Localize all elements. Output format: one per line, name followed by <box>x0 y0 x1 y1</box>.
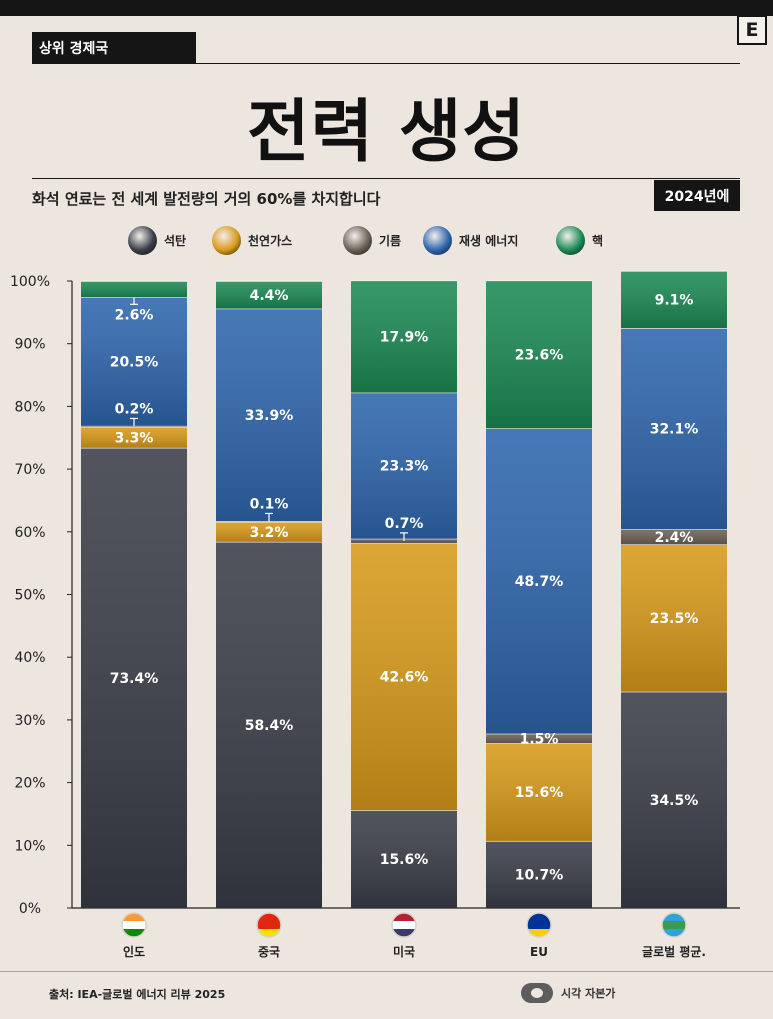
divider <box>32 178 740 179</box>
bar-segment-shade <box>81 427 187 448</box>
data-label: 10.7% <box>515 867 564 883</box>
data-label: 32.1% <box>650 422 699 438</box>
data-label: 3.2% <box>250 525 289 541</box>
eu-flag-icon <box>526 912 552 938</box>
data-label: 0.1% <box>250 496 289 512</box>
bar-segment-shade <box>621 544 727 692</box>
brand: 시각 자본가 <box>521 983 615 1003</box>
data-label: 48.7% <box>515 574 564 590</box>
legend-label: 재생 에너지 <box>459 233 519 248</box>
data-label: 33.9% <box>245 408 294 424</box>
data-label: 2.4% <box>655 530 694 546</box>
y-tick-label: 70% <box>14 462 45 478</box>
category-label: 미국 <box>393 944 415 959</box>
y-tick-label: 40% <box>14 650 45 666</box>
bar-segment-shade <box>486 280 592 429</box>
bar-segment-shade <box>351 810 457 908</box>
subtitle: 화석 연료는 전 세계 발전량의 거의 60%를 차지합니다 <box>32 190 381 208</box>
bar-segment-shade <box>486 743 592 841</box>
globe-icon <box>661 912 687 938</box>
chart-legend: 석탄 천연가스 기름 재생 에너지 핵 <box>0 224 773 256</box>
bar-segment-shade <box>216 541 322 908</box>
data-label: 9.1% <box>655 292 694 308</box>
data-label: 58.4% <box>245 718 294 734</box>
bar-segment-shade <box>621 270 727 329</box>
usa-flag-icon <box>391 912 417 938</box>
bar-segment-shade <box>486 428 592 734</box>
bar-segment-shade <box>621 328 727 530</box>
brand-logo-icon <box>521 983 553 1003</box>
bar-segment-shade <box>351 280 457 393</box>
category-label: 인도 <box>123 944 145 959</box>
data-label: 23.3% <box>380 459 429 475</box>
stacked-bar-chart: 0% 10% 20% 30% 40% 50% 60% 70% 80% 90% 100% 73.4% 3.… <box>10 270 740 959</box>
y-tick-label: 80% <box>14 399 45 415</box>
bar-segment-shade <box>81 447 187 908</box>
year-badge: 2024년에 <box>654 180 740 211</box>
kicker-label: 상위 경제국 <box>32 32 196 64</box>
bar-segment-shade <box>351 543 457 811</box>
divider <box>32 63 740 64</box>
y-tick-label: 60% <box>14 525 45 541</box>
bar-segment-shade <box>621 529 727 545</box>
data-label: 73.4% <box>110 671 159 687</box>
page-title: 전력 생성 <box>247 93 526 172</box>
data-label: 34.5% <box>650 793 699 809</box>
data-label: 0.7% <box>385 516 424 532</box>
legend-item: 핵 <box>556 224 603 256</box>
source-note: 출처: IEA-글로벌 에너지 리뷰 2025 <box>49 988 226 1001</box>
legend-swatch-icon <box>128 225 157 255</box>
legend-item: 재생 에너지 <box>423 224 518 256</box>
y-tick-label: 10% <box>14 838 45 854</box>
data-label: 1.5% <box>520 731 559 747</box>
bar-segment-shade <box>216 308 322 522</box>
y-tick-label: 20% <box>14 776 45 792</box>
india-flag-icon <box>121 912 147 938</box>
y-tick-label: 50% <box>14 588 45 604</box>
legend-label: 석탄 <box>164 233 187 248</box>
y-tick-label: 90% <box>14 337 45 353</box>
legend-swatch-icon <box>423 225 452 255</box>
data-label: 3.3% <box>115 430 154 446</box>
y-tick-label: 0% <box>19 901 41 917</box>
data-label: 15.6% <box>380 852 429 868</box>
legend-item: 천연가스 <box>212 224 292 256</box>
bar-segment-shade <box>81 297 187 426</box>
y-tick-label: 30% <box>14 713 45 729</box>
data-label: 0.2% <box>115 401 154 417</box>
data-label: 42.6% <box>380 670 429 686</box>
data-label: 23.5% <box>650 611 699 627</box>
legend-item: 석탄 <box>128 224 186 256</box>
legend-label: 핵 <box>592 233 604 248</box>
category-label: EU <box>530 945 548 959</box>
legend-swatch-icon <box>556 225 585 255</box>
y-tick-label: 100% <box>10 274 50 290</box>
data-label: 17.9% <box>380 329 429 345</box>
china-flag-icon <box>256 912 282 938</box>
bar-segment-shade <box>216 521 322 542</box>
legend-label: 기름 <box>379 233 402 248</box>
data-label: 15.6% <box>515 785 564 801</box>
brand-label: 시각 자본가 <box>561 987 616 1000</box>
category-label: 중국 <box>258 945 280 959</box>
legend-swatch-icon <box>343 225 372 255</box>
top-bar <box>0 0 773 16</box>
bar-segment-shade <box>486 840 592 908</box>
bar-segment-shade <box>81 281 187 298</box>
legend-item: 기름 <box>343 224 401 256</box>
publisher-logo: E <box>737 15 767 45</box>
footer-divider <box>0 971 773 972</box>
data-label: 4.4% <box>250 288 289 304</box>
legend-label: 천연가스 <box>248 233 293 248</box>
data-label: 23.6% <box>515 347 564 363</box>
category-label: 글로벌 평균. <box>642 944 706 959</box>
bar-segment-shade <box>486 733 592 744</box>
bar-segment-shade <box>216 281 322 309</box>
bar-segment-shade <box>351 392 457 539</box>
legend-swatch-icon <box>212 225 241 255</box>
data-label: 2.6% <box>115 307 154 323</box>
bar-segment-shade <box>621 691 727 908</box>
data-label: 20.5% <box>110 355 159 371</box>
